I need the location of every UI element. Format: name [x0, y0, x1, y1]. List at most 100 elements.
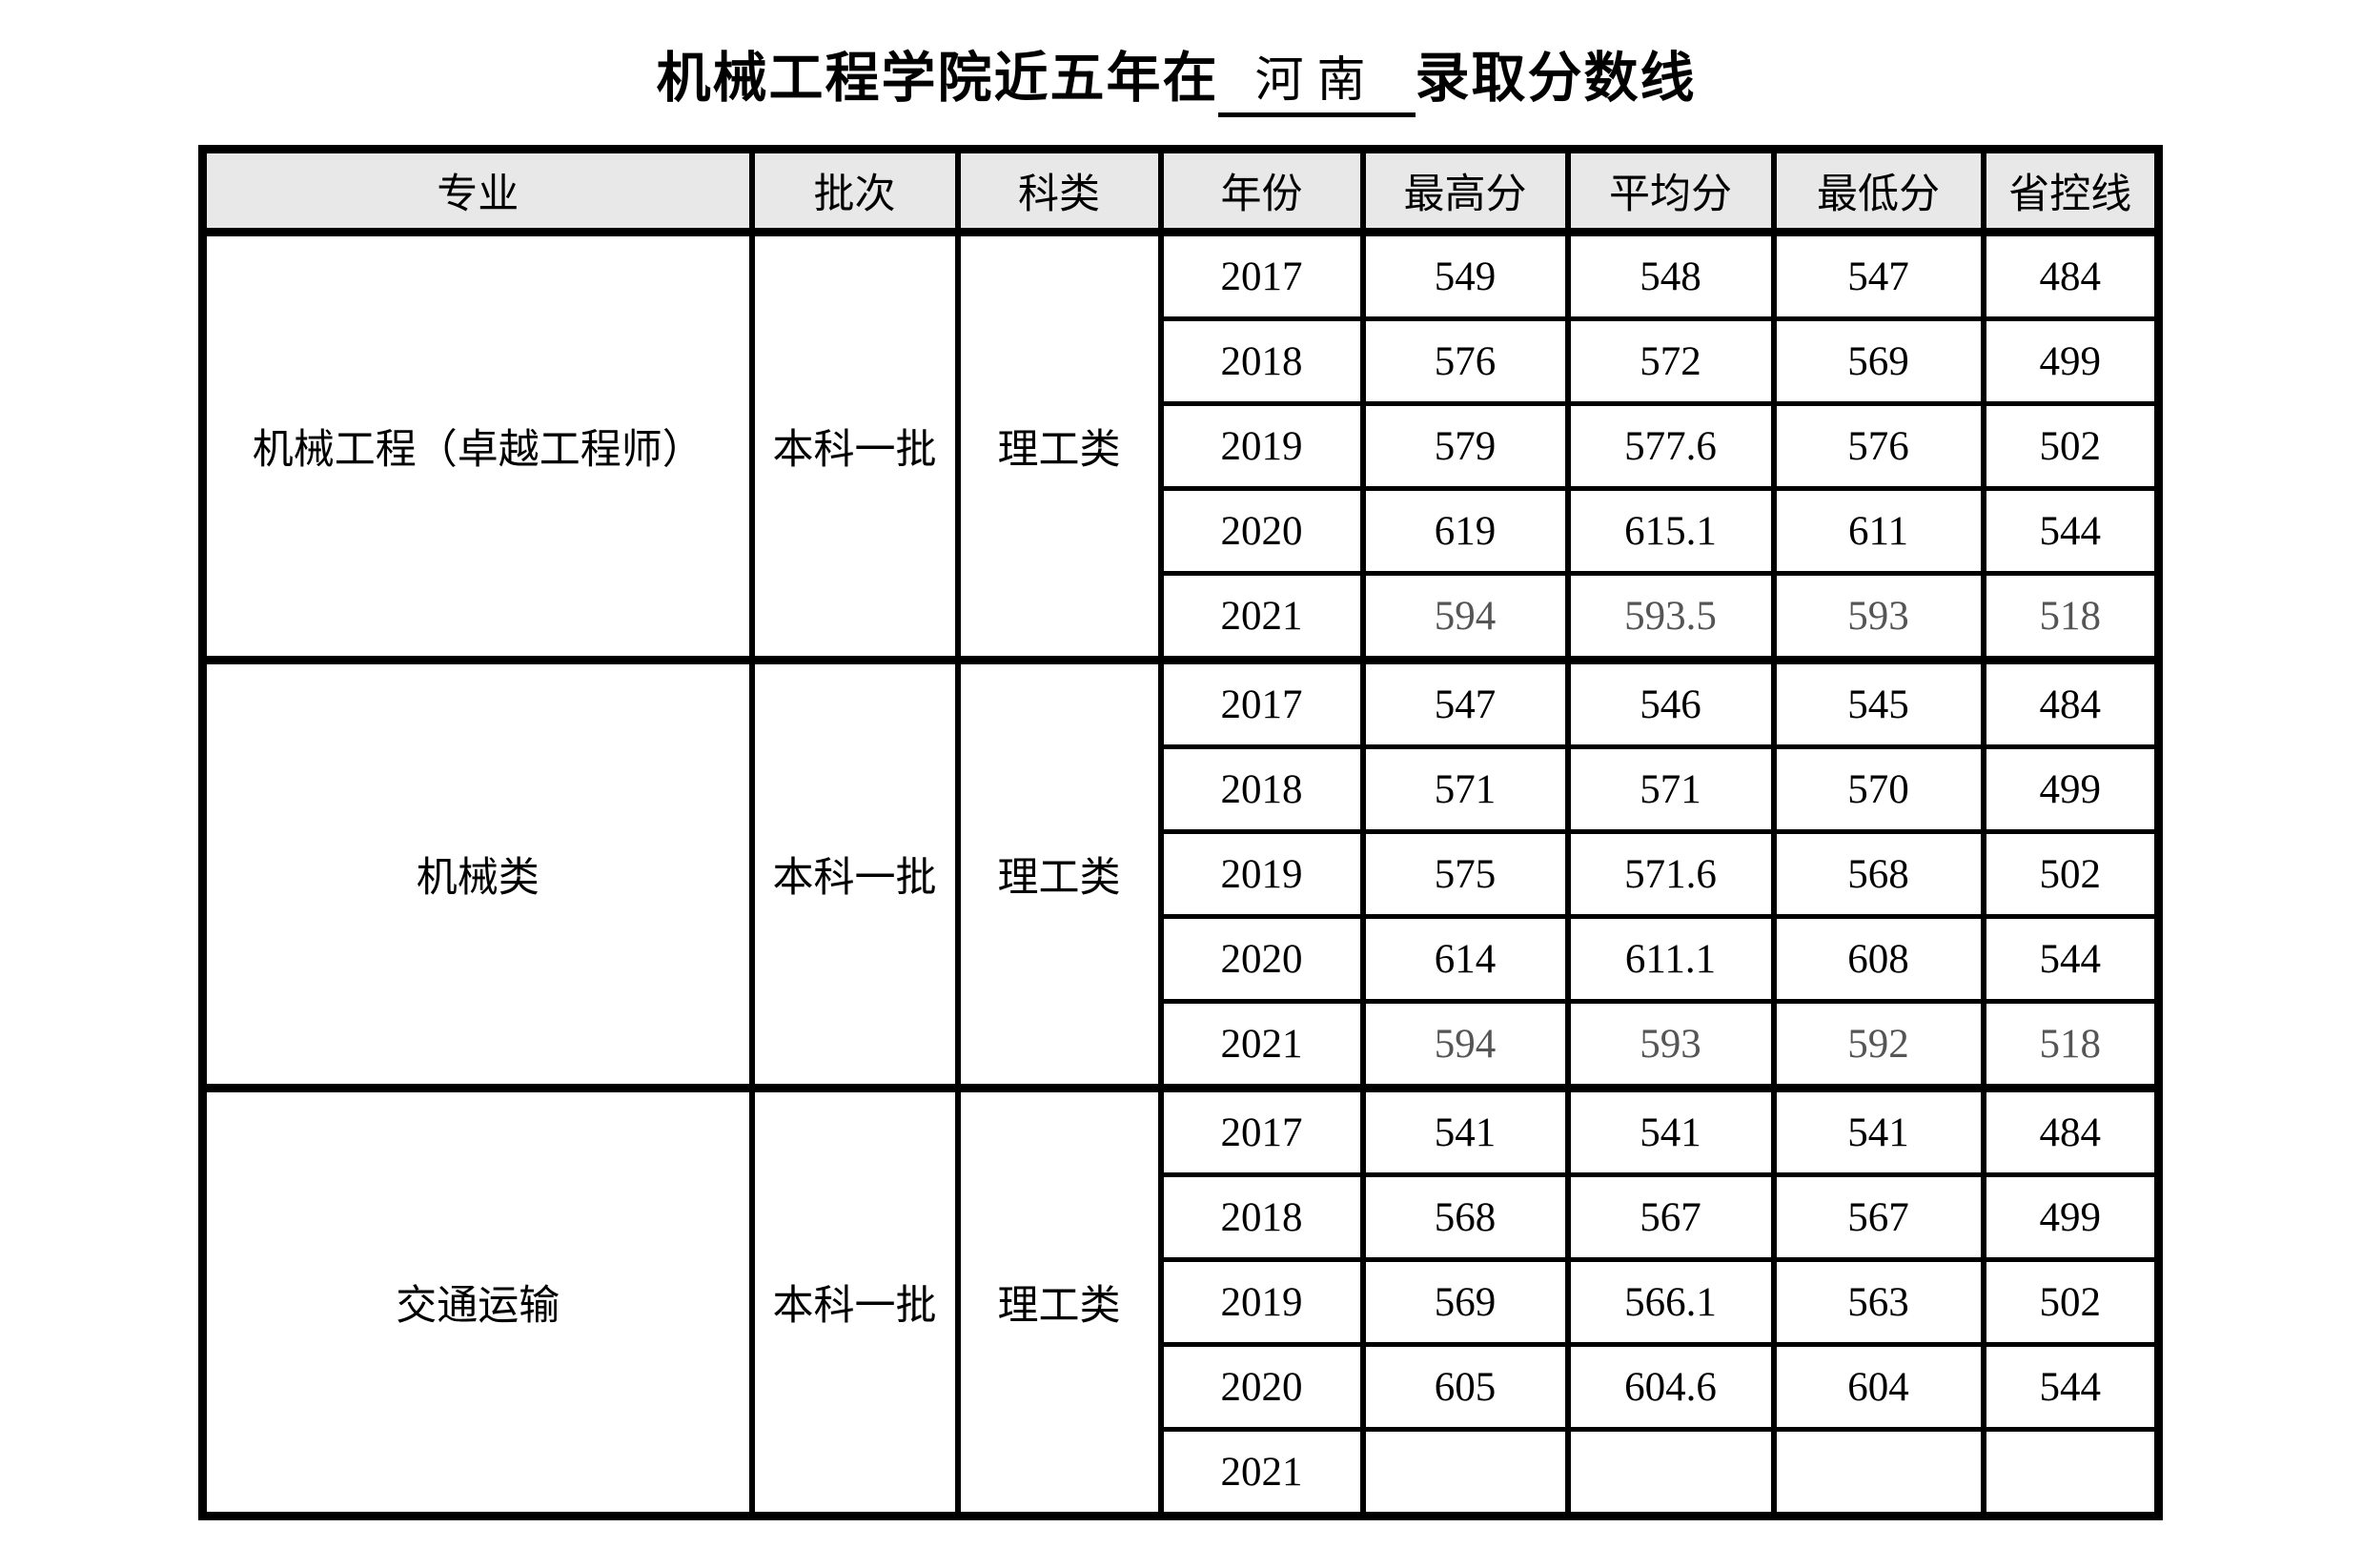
title-suffix: 录取分数线 [1415, 48, 1697, 109]
avg-score-cell [1564, 1427, 1777, 1518]
min-score-cell: 570 [1770, 744, 1986, 834]
col-header-category: 科类 [954, 145, 1164, 236]
avg-score-cell: 593.5 [1564, 571, 1777, 662]
title-prefix: 机械工程学院近五年在 [656, 48, 1219, 109]
control-line-cell: 518 [1980, 999, 2162, 1090]
col-header-major: 专业 [199, 145, 755, 236]
col-header-batch: 批次 [748, 145, 961, 236]
max-score-cell: 614 [1359, 914, 1571, 1004]
batch-cell: 本科一批 [748, 656, 961, 1090]
avg-score-cell: 571.6 [1564, 829, 1777, 919]
col-header-min-score: 最低分 [1770, 145, 1986, 236]
table-row: 2019 569 566.1 563 502 [203, 1257, 2162, 1347]
year-cell: 2019 [1157, 829, 1366, 919]
year-cell: 2021 [1157, 571, 1366, 662]
avg-score-cell: 604.6 [1564, 1342, 1777, 1432]
year-cell: 2017 [1157, 228, 1366, 321]
control-line-cell: 502 [1980, 1257, 2162, 1347]
max-score-cell: 605 [1359, 1342, 1571, 1432]
col-header-max-score: 最高分 [1359, 145, 1571, 236]
header-row: 专业 批次 科类 年份 最高分 平均分 最低分 省控线 [199, 145, 2162, 236]
max-score-cell: 576 [1359, 316, 1571, 406]
category-cell: 理工类 [954, 1084, 1164, 1518]
year-cell: 2020 [1157, 1342, 1366, 1432]
min-score-cell: 545 [1770, 656, 1986, 749]
min-score-cell [1770, 1427, 1986, 1518]
batch-cell: 本科一批 [748, 1084, 961, 1518]
avg-score-cell: 593 [1564, 999, 1777, 1090]
table-row: 2020 619 615.1 611 544 [203, 486, 2162, 576]
title-province: 河南 [1254, 54, 1379, 108]
min-score-cell: 569 [1770, 316, 1986, 406]
max-score-cell: 575 [1359, 829, 1571, 919]
table-row: 机械工程（卓越工程师） 本科一批 理工类 2017 549 548 547 484 [199, 228, 2162, 662]
max-score-cell [1359, 1427, 1571, 1518]
min-score-cell: 608 [1770, 914, 1986, 1004]
control-line-cell: 499 [1980, 316, 2162, 406]
avg-score-cell: 548 [1564, 228, 1777, 321]
min-score-cell: 567 [1770, 1172, 1986, 1262]
control-line-cell: 518 [1980, 571, 2162, 662]
table-body: 机械工程（卓越工程师） 本科一批 理工类 2017 549 548 547 484 2018 57… [199, 228, 2162, 1518]
control-line-cell: 544 [1980, 914, 2162, 1004]
table-row: 2019 579 577.6 576 502 [203, 401, 2162, 491]
max-score-cell: 619 [1359, 486, 1571, 576]
avg-score-cell: 611.1 [1564, 914, 1777, 1004]
year-cell: 2020 [1157, 914, 1366, 1004]
table-row: 2021 [203, 1427, 2162, 1518]
min-score-cell: 593 [1770, 571, 1986, 662]
min-score-cell: 611 [1770, 486, 1986, 576]
control-line-cell: 499 [1980, 1172, 2162, 1262]
year-cell: 2017 [1157, 1084, 1366, 1177]
max-score-cell: 579 [1359, 401, 1571, 491]
control-line-cell: 499 [1980, 744, 2162, 834]
table-row: 2018 576 572 569 499 [203, 316, 2162, 406]
avg-score-cell: 577.6 [1564, 401, 1777, 491]
major-cell: 机械类 [199, 656, 755, 1090]
max-score-cell: 549 [1359, 228, 1571, 321]
avg-score-cell: 572 [1564, 316, 1777, 406]
control-line-cell: 484 [1980, 1084, 2162, 1177]
avg-score-cell: 546 [1564, 656, 1777, 749]
year-cell: 2021 [1157, 1427, 1366, 1518]
control-line-cell: 502 [1980, 829, 2162, 919]
max-score-cell: 541 [1359, 1084, 1571, 1177]
max-score-cell: 568 [1359, 1172, 1571, 1262]
page-title: 机械工程学院近五年在 河南 录取分数线 [198, 34, 2154, 117]
control-line-cell: 484 [1980, 228, 2162, 321]
table-row: 2018 568 567 567 499 [203, 1172, 2162, 1262]
year-cell: 2018 [1157, 316, 1366, 406]
table-row: 2021 594 593.5 593 518 [203, 571, 2162, 662]
year-cell: 2020 [1157, 486, 1366, 576]
year-cell: 2018 [1157, 744, 1366, 834]
major-cell: 机械工程（卓越工程师） [199, 228, 755, 662]
avg-score-cell: 541 [1564, 1084, 1777, 1177]
table-row: 交通运输 本科一批 理工类 2017 541 541 541 484 [199, 1084, 2162, 1518]
control-line-cell: 502 [1980, 401, 2162, 491]
batch-cell: 本科一批 [748, 228, 961, 662]
major-cell: 交通运输 [199, 1084, 755, 1518]
col-header-year: 年份 [1157, 145, 1366, 236]
table-row: 机械类 本科一批 理工类 2017 547 546 545 484 [199, 656, 2162, 1090]
control-line-cell [1980, 1427, 2162, 1518]
title-province-blank: 河南 [1218, 40, 1416, 117]
category-cell: 理工类 [954, 228, 1164, 662]
scores-table: 专业 批次 科类 年份 最高分 平均分 最低分 省控线 机械工程（卓越工程师）本… [198, 145, 2163, 1520]
category-cell: 理工类 [954, 656, 1164, 1090]
avg-score-cell: 571 [1564, 744, 1777, 834]
min-score-cell: 576 [1770, 401, 1986, 491]
min-score-cell: 547 [1770, 228, 1986, 321]
control-line-cell: 544 [1980, 486, 2162, 576]
control-line-cell: 484 [1980, 656, 2162, 749]
year-cell: 2018 [1157, 1172, 1366, 1262]
control-line-cell: 544 [1980, 1342, 2162, 1432]
min-score-cell: 592 [1770, 999, 1986, 1090]
col-header-control-line: 省控线 [1980, 145, 2162, 236]
avg-score-cell: 615.1 [1564, 486, 1777, 576]
year-cell: 2021 [1157, 999, 1366, 1090]
max-score-cell: 594 [1359, 999, 1571, 1090]
avg-score-cell: 567 [1564, 1172, 1777, 1262]
max-score-cell: 594 [1359, 571, 1571, 662]
min-score-cell: 568 [1770, 829, 1986, 919]
